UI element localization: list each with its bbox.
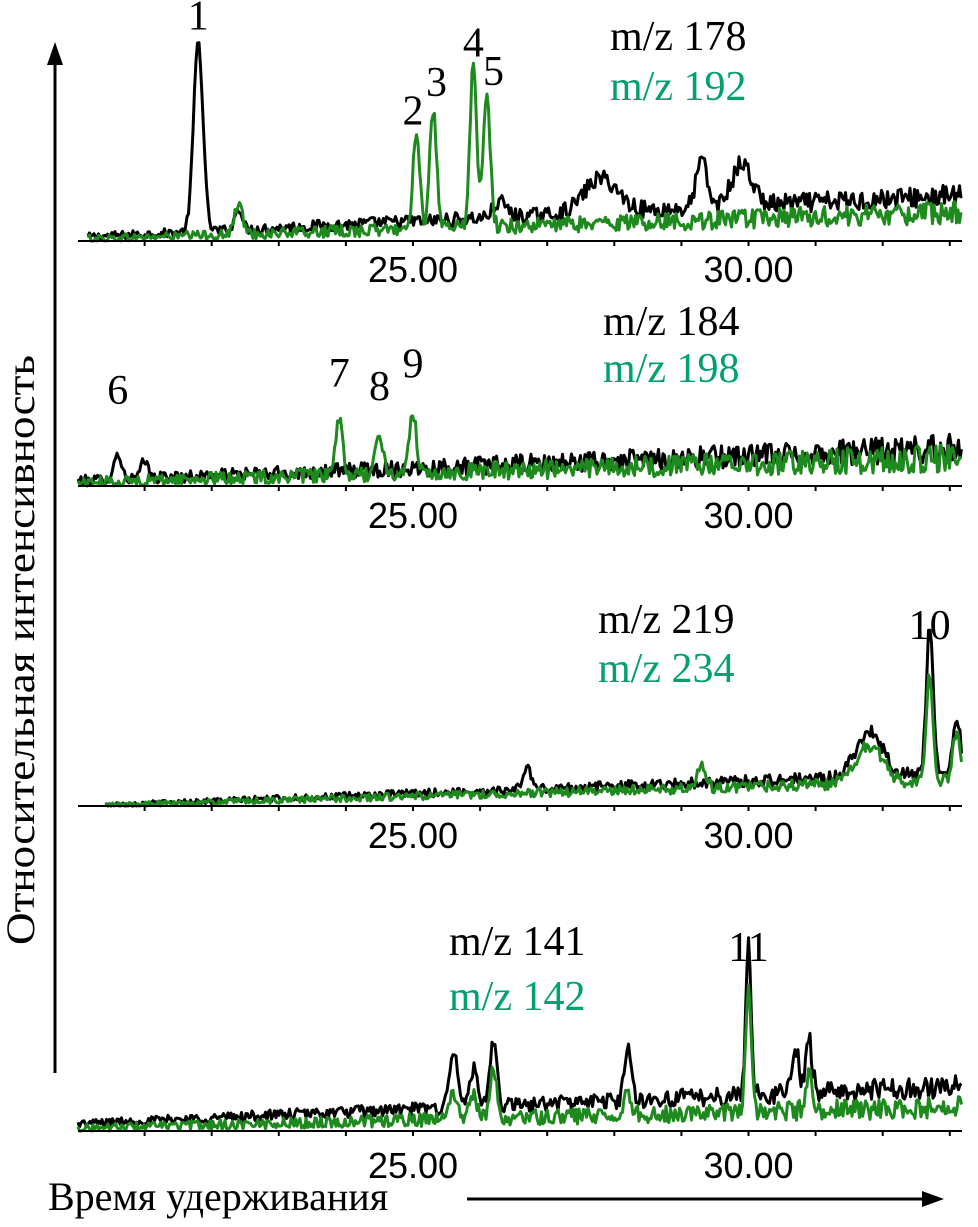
tick-label: 30.00 — [703, 249, 793, 290]
tick-label: 25.00 — [368, 815, 458, 856]
y-axis — [47, 42, 63, 1073]
panel-4: 25.00 30.00 m/z 141 m/z 142 11 — [76, 919, 963, 1186]
peak-label: 9 — [403, 341, 424, 387]
peak-label: 4 — [463, 20, 484, 66]
tick-label: 25.00 — [368, 1145, 458, 1186]
peak-label: 1 — [188, 0, 209, 40]
ion-label: m/z 234 — [598, 646, 734, 692]
series-line — [86, 61, 963, 243]
tick-label: 30.00 — [703, 1145, 793, 1186]
y-axis-title: Относительная интенсивность — [0, 355, 43, 945]
series-line — [86, 41, 963, 242]
series-line — [76, 983, 963, 1133]
tick-label: 25.00 — [368, 495, 458, 536]
ion-label: m/z 184 — [603, 299, 739, 345]
peak-label: 2 — [403, 89, 424, 135]
ion-label: m/z 142 — [449, 974, 585, 1020]
tick-label: 30.00 — [703, 815, 793, 856]
peak-label: 10 — [909, 603, 951, 649]
tick-label: 30.00 — [703, 495, 793, 536]
ion-label: m/z 178 — [610, 14, 746, 60]
series-line — [76, 414, 963, 488]
peak-label: 5 — [483, 49, 504, 95]
peak-label: 8 — [369, 364, 390, 410]
series-line — [104, 673, 963, 808]
series-line — [76, 936, 963, 1129]
ion-label: m/z 219 — [598, 597, 734, 643]
ion-label: m/z 192 — [610, 64, 746, 110]
peak-label: 11 — [728, 925, 768, 971]
x-axis-title: Время удерживания — [48, 1174, 388, 1219]
ion-label: m/z 141 — [449, 919, 585, 965]
peak-label: 6 — [107, 368, 128, 414]
x-axis-arrowhead — [922, 1191, 944, 1207]
tick-label: 25.00 — [368, 249, 458, 290]
ion-label: m/z 198 — [603, 346, 739, 392]
x-axis-arrow — [467, 1191, 944, 1207]
peak-label: 7 — [329, 351, 350, 397]
peak-label: 3 — [426, 60, 447, 106]
y-axis-arrowhead — [47, 42, 63, 65]
